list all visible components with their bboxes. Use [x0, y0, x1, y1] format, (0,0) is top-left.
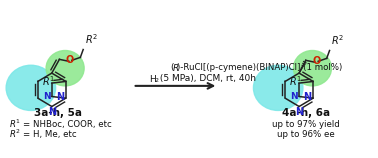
Text: N: N — [43, 92, 51, 101]
Text: N: N — [48, 107, 56, 117]
Text: N: N — [303, 92, 311, 102]
Text: $R^1$: $R^1$ — [289, 75, 302, 88]
Text: up to 96% ee: up to 96% ee — [277, 130, 335, 139]
Ellipse shape — [46, 51, 84, 86]
Text: (: ( — [170, 63, 174, 72]
Ellipse shape — [6, 65, 56, 110]
Text: 2: 2 — [154, 79, 158, 83]
Text: )-RuCl[(p-cymene)(BINAP)Cl] (1 mol%): )-RuCl[(p-cymene)(BINAP)Cl] (1 mol%) — [177, 63, 342, 72]
Text: $R^1$: $R^1$ — [9, 118, 21, 130]
Text: O: O — [312, 56, 321, 66]
Text: N: N — [296, 107, 304, 117]
Text: 3a-h, 5a: 3a-h, 5a — [34, 108, 82, 118]
Ellipse shape — [293, 51, 332, 86]
Text: H: H — [149, 75, 156, 83]
Text: $R$: $R$ — [172, 62, 179, 73]
Text: = H, Me, etc: = H, Me, etc — [23, 130, 77, 139]
Text: (5 MPa), DCM, rt, 40h: (5 MPa), DCM, rt, 40h — [157, 75, 256, 83]
Text: = NHBoc, COOR, etc: = NHBoc, COOR, etc — [23, 120, 112, 129]
Text: N: N — [56, 92, 64, 102]
Text: 4a-h, 6a: 4a-h, 6a — [282, 108, 330, 118]
Text: up to 97% yield: up to 97% yield — [272, 120, 340, 129]
Text: $R^2$: $R^2$ — [85, 32, 98, 46]
Text: O: O — [66, 55, 74, 65]
Text: $R^2$: $R^2$ — [9, 128, 21, 140]
Text: $R^1$: $R^1$ — [42, 75, 55, 88]
Text: $R^2$: $R^2$ — [332, 33, 344, 47]
Text: N: N — [290, 92, 298, 101]
Ellipse shape — [254, 65, 303, 110]
